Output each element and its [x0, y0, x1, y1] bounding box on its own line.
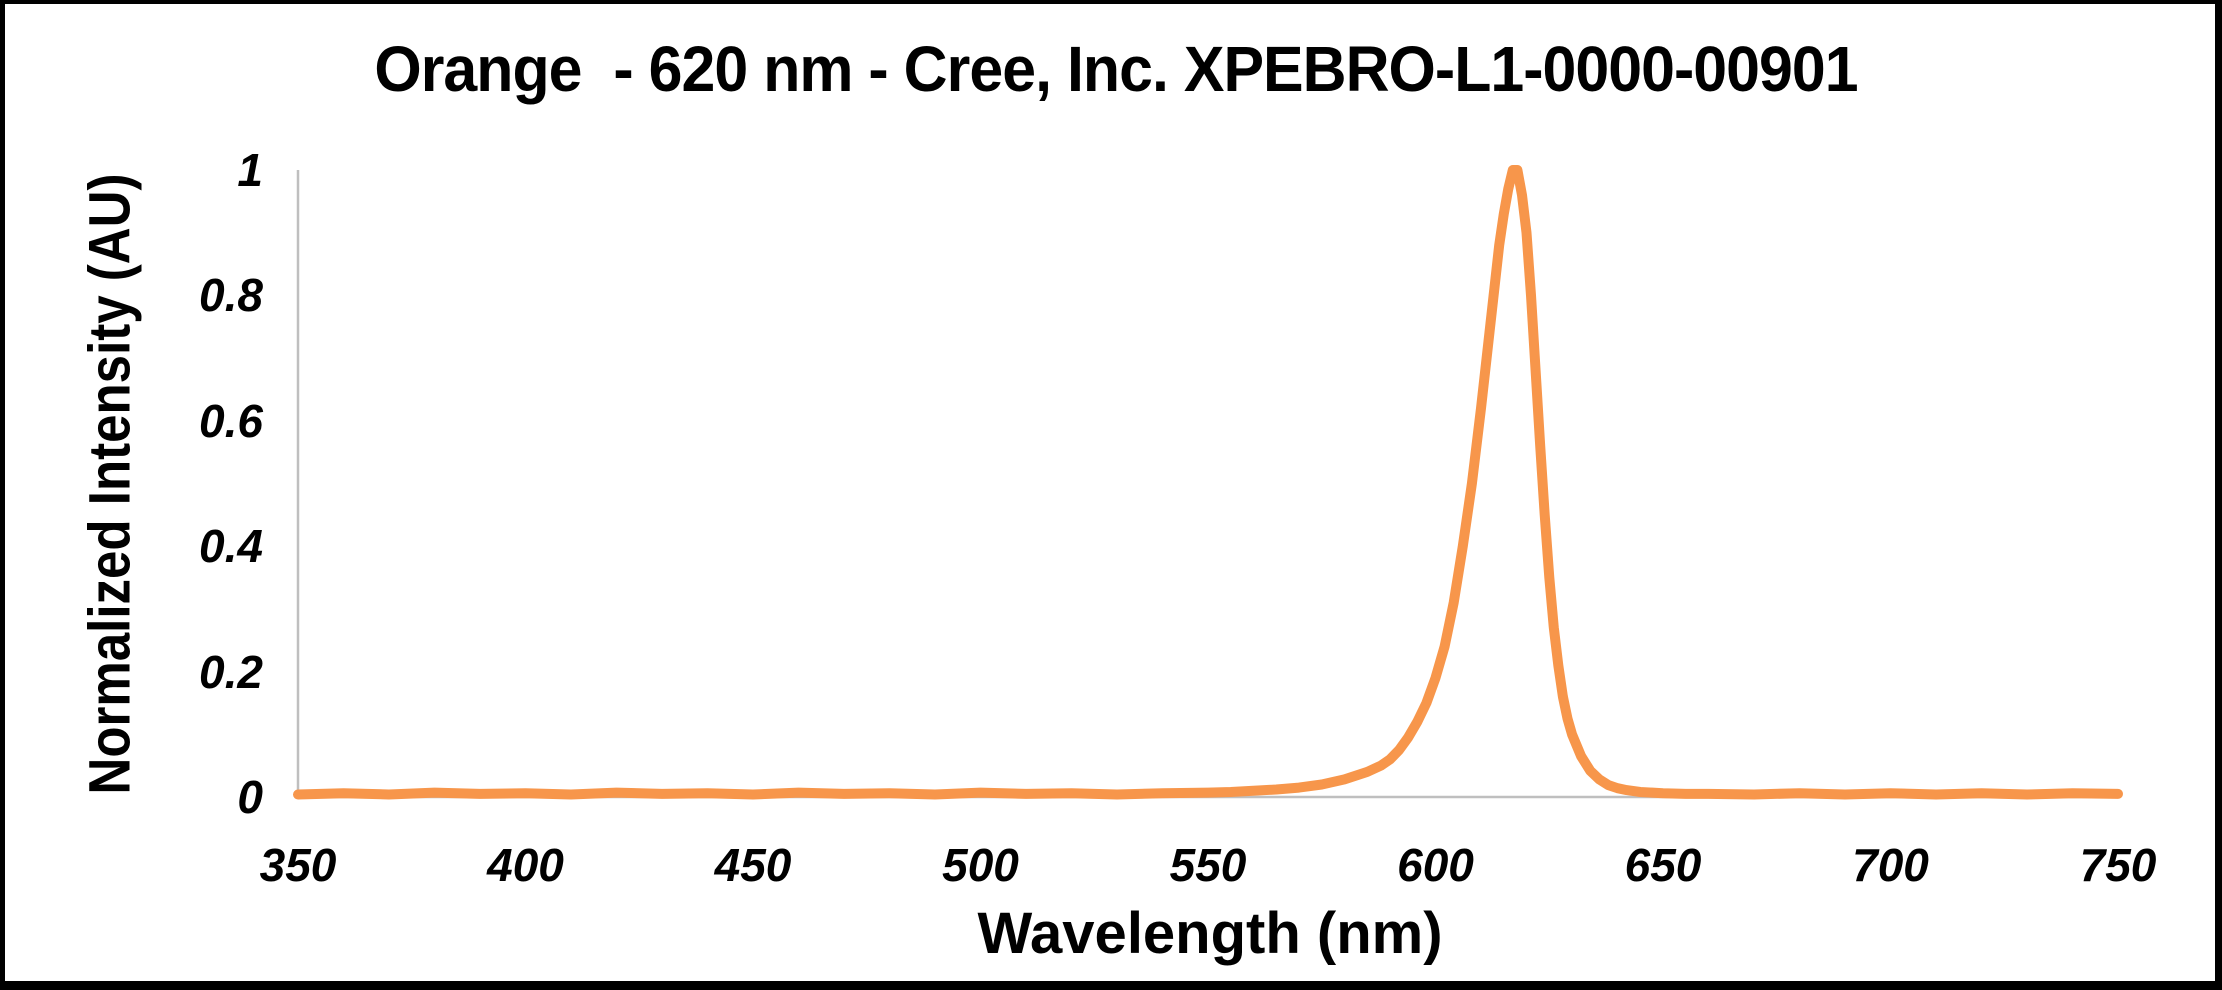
chart-title: Orange - 620 nm - Cree, Inc. XPEBRO-L1-0… [374, 33, 1858, 105]
x-tick-label: 750 [2079, 839, 2157, 891]
plot-canvas [293, 165, 2123, 800]
y-tick-label: 0.6 [199, 394, 263, 447]
spectrum-line [293, 165, 2123, 800]
x-tick-label: 600 [1397, 839, 1474, 891]
x-tick-label: 650 [1624, 839, 1702, 891]
y-tick-label: 1 [237, 144, 263, 196]
x-tick-label: 500 [942, 839, 1019, 891]
x-tick-label: 700 [1852, 839, 1929, 891]
spectrum-chart: Orange - 620 nm - Cree, Inc. XPEBRO-L1-0… [5, 4, 2215, 981]
x-tick-label: 450 [714, 839, 792, 891]
y-tick-label: 0.4 [199, 520, 263, 573]
y-tick-label: 0.2 [199, 645, 263, 698]
y-tick-label: 0.8 [199, 269, 263, 322]
y-tick-label: 0 [237, 771, 263, 823]
x-tick-label: 550 [1169, 839, 1247, 891]
x-tick-label: 350 [259, 839, 337, 891]
x-tick-label: 400 [487, 839, 564, 891]
x-axis-title: Wavelength (nm) [977, 901, 1443, 966]
axis-lines [296, 170, 2118, 799]
